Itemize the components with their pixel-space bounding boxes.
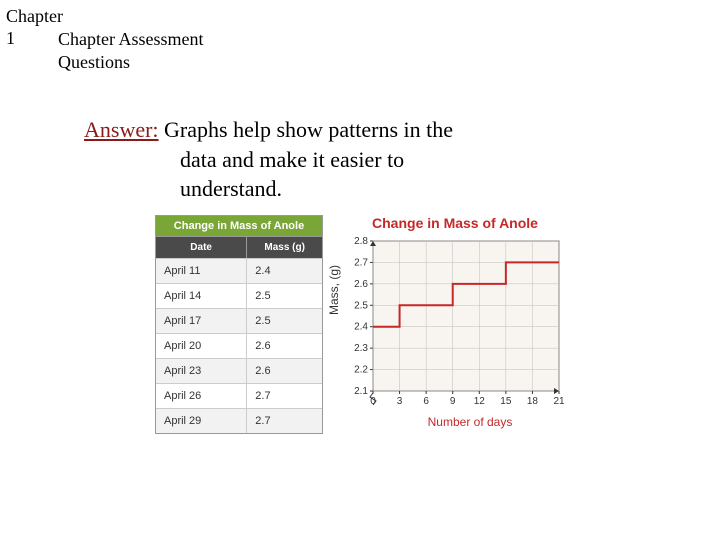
section-title: Chapter Assessment Questions: [58, 28, 204, 73]
cell-mass: 2.7: [247, 409, 322, 433]
svg-text:2.3: 2.3: [354, 343, 368, 354]
cell-date: April 29: [156, 409, 247, 433]
svg-text:2.1: 2.1: [354, 386, 368, 397]
data-table: Change in Mass of Anole Date Mass (g) Ap…: [155, 215, 323, 434]
answer-line1: Graphs help show patterns in the: [164, 117, 453, 142]
content-area: Change in Mass of Anole Date Mass (g) Ap…: [155, 215, 575, 434]
cell-date: April 23: [156, 359, 247, 383]
svg-text:2.4: 2.4: [354, 322, 368, 333]
cell-date: April 26: [156, 384, 247, 408]
table-row: April 202.6: [156, 333, 322, 358]
svg-text:12: 12: [474, 396, 486, 407]
chart: Change in Mass of Anole 2.1 2.2 2.3 2.4 2.5 2…: [335, 215, 575, 434]
svg-text:6: 6: [423, 396, 429, 407]
answer-line3: understand.: [84, 174, 644, 204]
answer-line2: data and make it easier to: [84, 145, 644, 175]
table-row: April 262.7: [156, 383, 322, 408]
x-axis-label: Number of days: [365, 415, 575, 429]
table-header: Date Mass (g): [156, 237, 322, 258]
answer-block: Answer: Graphs help show patterns in the…: [84, 115, 644, 204]
section-line2: Questions: [58, 51, 204, 74]
table-row: April 232.6: [156, 358, 322, 383]
table-row: April 112.4: [156, 258, 322, 283]
svg-text:2.7: 2.7: [354, 257, 368, 268]
chapter-number: 1: [6, 28, 63, 50]
chapter-word: Chapter: [6, 6, 63, 26]
table-body: April 112.4April 142.5April 172.5April 2…: [156, 258, 322, 433]
cell-mass: 2.7: [247, 384, 322, 408]
svg-text:9: 9: [450, 396, 456, 407]
svg-text:18: 18: [527, 396, 539, 407]
table-row: April 292.7: [156, 408, 322, 433]
cell-mass: 2.6: [247, 359, 322, 383]
cell-mass: 2.5: [247, 284, 322, 308]
y-axis-label: Mass, (g): [327, 265, 341, 315]
cell-mass: 2.5: [247, 309, 322, 333]
cell-date: April 14: [156, 284, 247, 308]
svg-text:21: 21: [553, 396, 565, 407]
cell-mass: 2.6: [247, 334, 322, 358]
svg-text:2.2: 2.2: [354, 365, 368, 376]
cell-date: April 11: [156, 259, 247, 283]
svg-text:2.8: 2.8: [354, 236, 368, 247]
table-row: April 142.5: [156, 283, 322, 308]
section-line1: Chapter Assessment: [58, 28, 204, 51]
svg-text:3: 3: [397, 396, 403, 407]
table-title: Change in Mass of Anole: [156, 216, 322, 237]
chart-title: Change in Mass of Anole: [335, 215, 575, 231]
col-header-mass: Mass (g): [247, 237, 322, 258]
table-row: April 172.5: [156, 308, 322, 333]
svg-text:15: 15: [500, 396, 512, 407]
chapter-label: Chapter 1: [6, 6, 63, 49]
cell-date: April 20: [156, 334, 247, 358]
cell-date: April 17: [156, 309, 247, 333]
svg-text:2.5: 2.5: [354, 300, 368, 311]
col-header-date: Date: [156, 237, 247, 258]
cell-mass: 2.4: [247, 259, 322, 283]
answer-label: Answer:: [84, 117, 159, 142]
svg-text:2.6: 2.6: [354, 279, 368, 290]
chart-svg: 2.12.22.32.42.52.62.72.8036912151821: [335, 235, 567, 413]
